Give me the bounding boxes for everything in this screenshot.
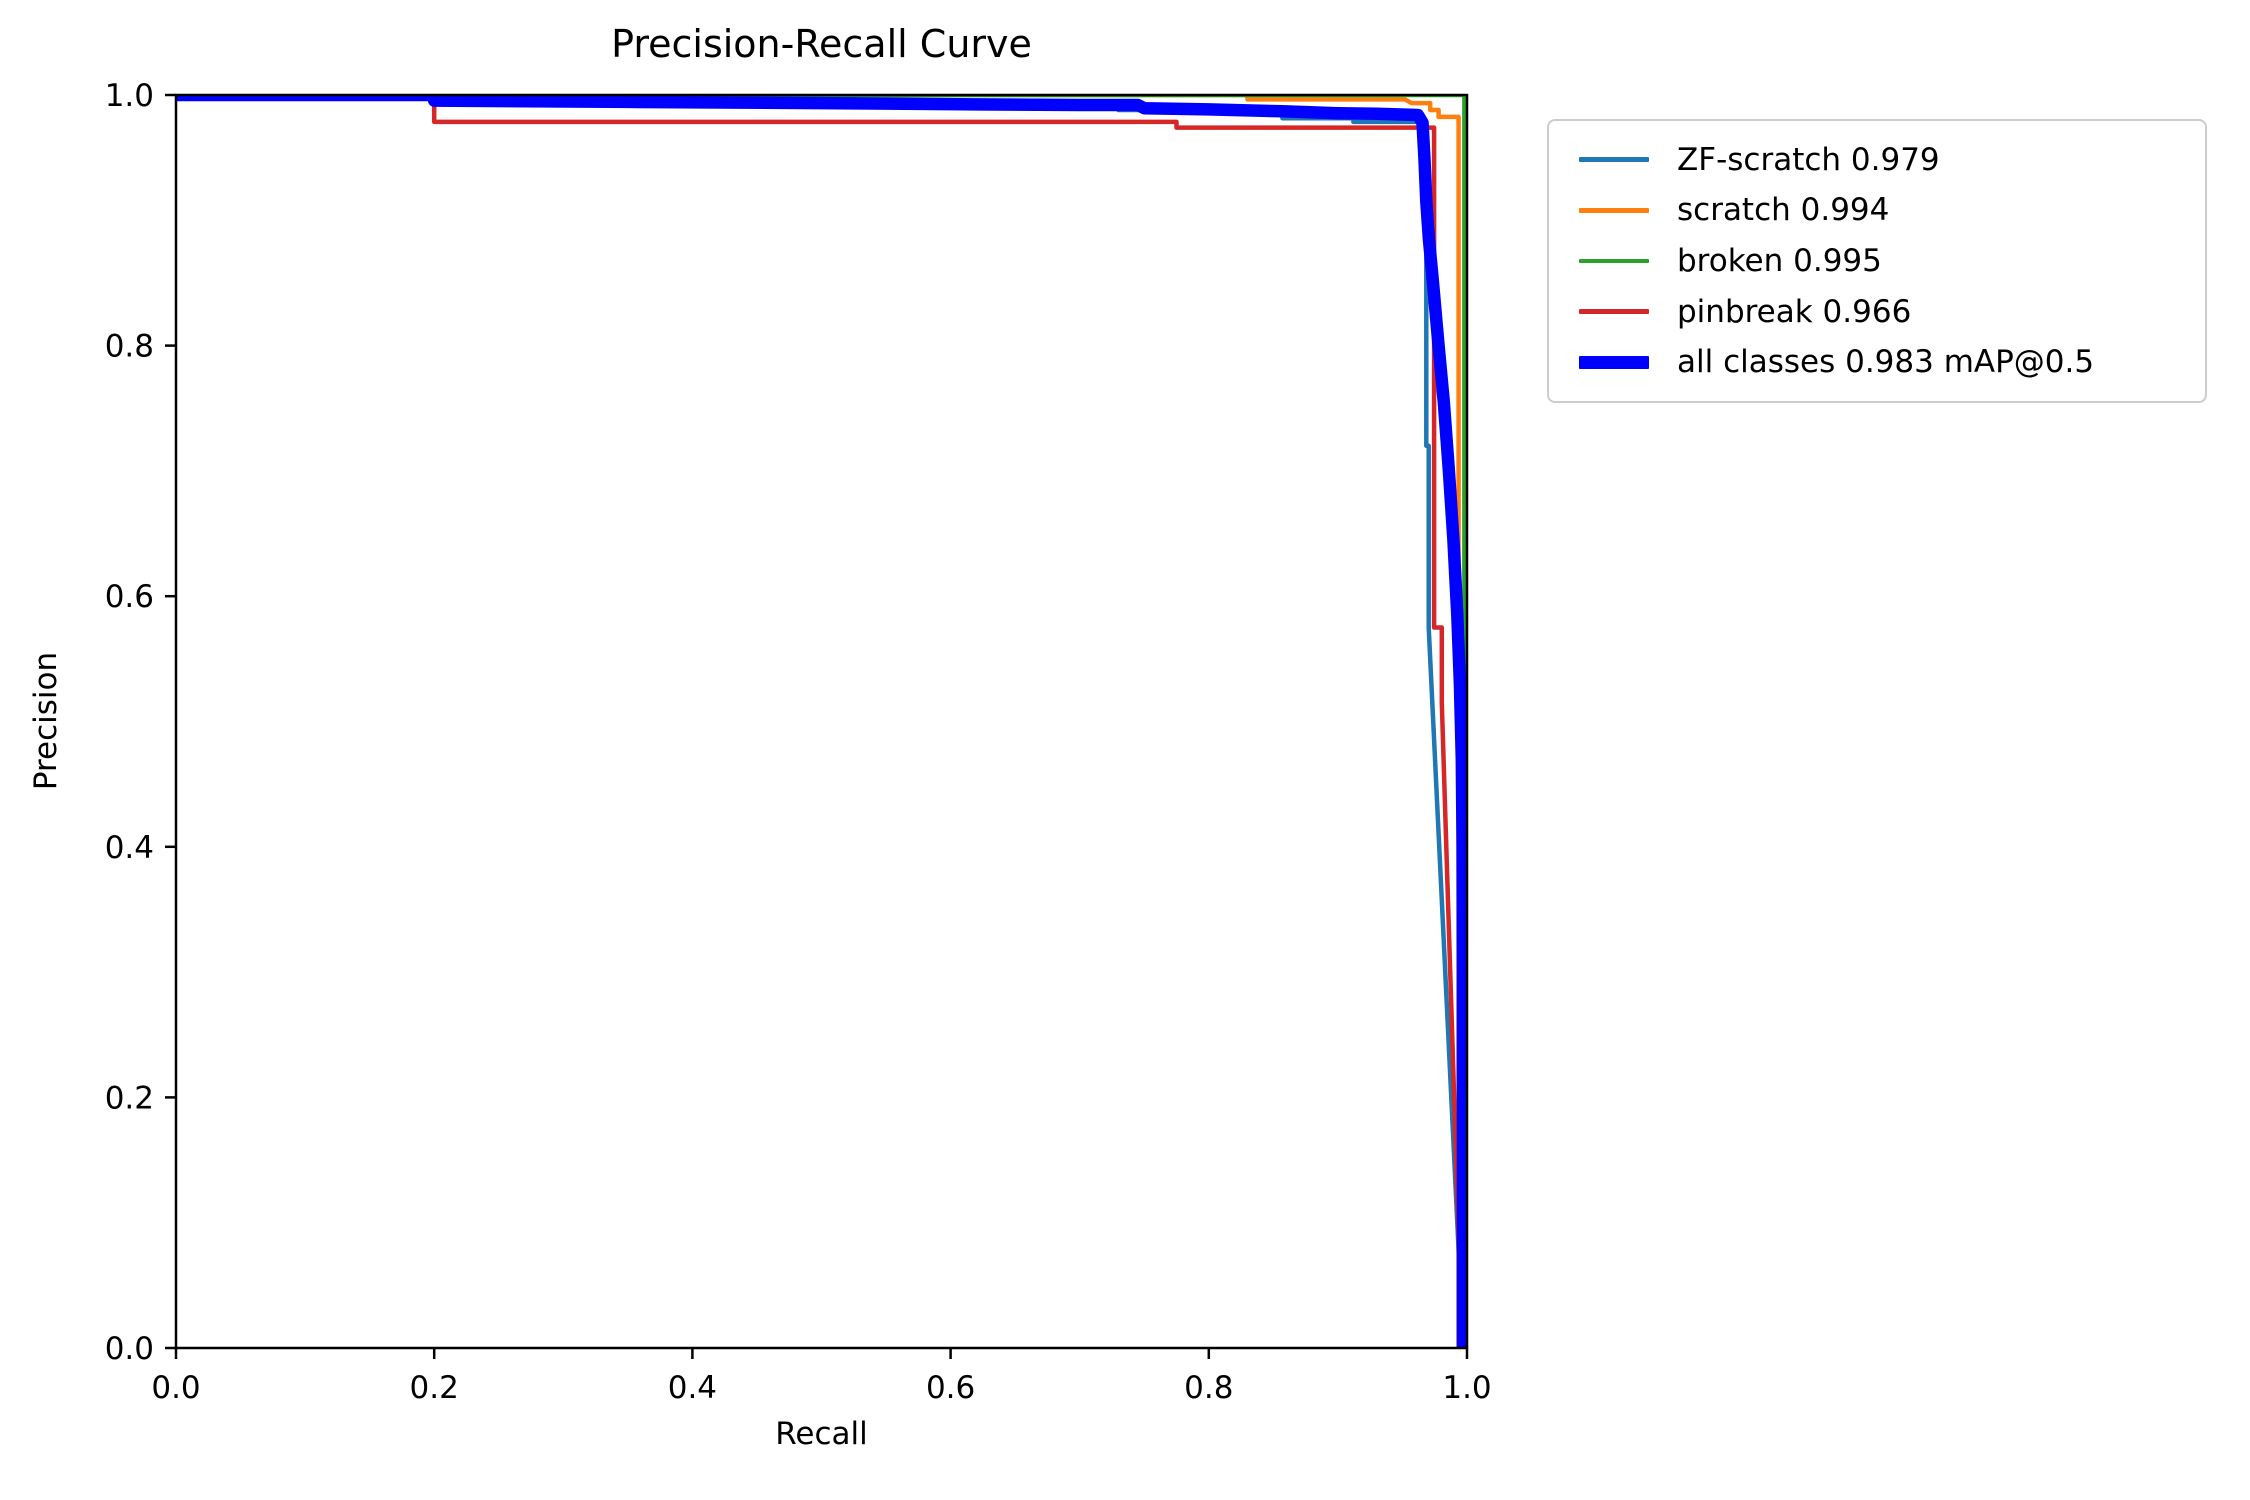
x-tick-label: 0.8 — [1184, 1370, 1233, 1406]
series-line-pinbreak — [176, 95, 1464, 1348]
series-line-zf-scratch — [176, 95, 1465, 1348]
y-tick-label: 0.8 — [105, 329, 154, 365]
legend-label-pinbreak: pinbreak 0.966 — [1677, 293, 1912, 330]
y-axis-label: Precision — [28, 651, 64, 791]
y-tick-label: 0.2 — [105, 1080, 154, 1116]
x-tick-label: 1.0 — [1442, 1370, 1491, 1406]
chart-title: Precision-Recall Curve — [611, 22, 1032, 66]
legend-item-all-classes: all classes 0.983 mAP@0.5 — [1549, 344, 2205, 380]
x-axis-label: Recall — [775, 1416, 868, 1452]
series-line-scratch — [176, 95, 1461, 1348]
legend-line-sample-all-classes — [1579, 356, 1649, 369]
y-tick-label: 1.0 — [105, 78, 154, 114]
legend-line-sample-zf-scratch — [1579, 157, 1649, 162]
legend-item-pinbreak: pinbreak 0.966 — [1549, 294, 2205, 330]
legend-label-broken: broken 0.995 — [1677, 242, 1882, 279]
legend-line-sample-pinbreak — [1579, 309, 1649, 314]
y-tick-label: 0.0 — [105, 1331, 154, 1367]
series-lines — [176, 95, 1467, 1348]
series-line-broken — [176, 95, 1467, 1348]
legend-label-scratch: scratch 0.994 — [1677, 192, 1890, 229]
legend-line-sample-broken — [1579, 258, 1649, 264]
legend-item-scratch: scratch 0.994 — [1549, 192, 2205, 228]
series-line-all-classes — [176, 95, 1467, 1348]
legend-item-zf-scratch: ZF-scratch 0.979 — [1549, 142, 2205, 178]
legend-line-sample-scratch — [1579, 208, 1649, 213]
x-tick-label: 0.4 — [668, 1370, 717, 1406]
x-tick-label: 0.2 — [410, 1370, 459, 1406]
legend: ZF-scratch 0.979 scratch 0.994 broken 0.… — [1547, 119, 2207, 403]
x-tick-label: 0.6 — [926, 1370, 975, 1406]
x-tick-label: 0.0 — [151, 1370, 200, 1406]
legend-label-all-classes: all classes 0.983 mAP@0.5 — [1677, 344, 2095, 381]
legend-item-broken: broken 0.995 — [1549, 243, 2205, 279]
y-tick-label: 0.4 — [105, 830, 154, 866]
y-tick-label: 0.6 — [105, 579, 154, 615]
legend-label-zf-scratch: ZF-scratch 0.979 — [1677, 141, 1940, 178]
plot-border — [174, 93, 1469, 1350]
